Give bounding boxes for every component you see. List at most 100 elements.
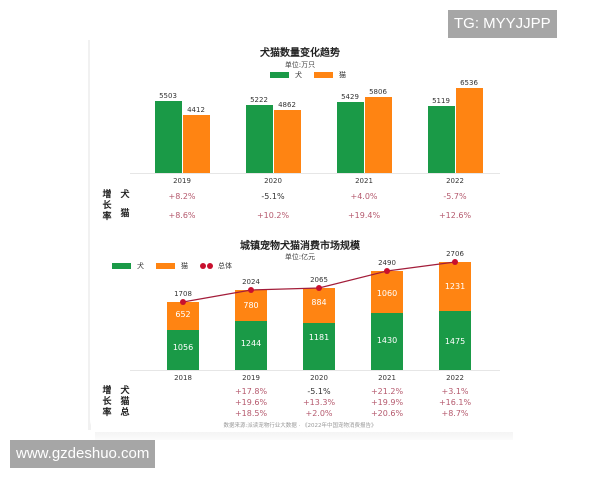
chart1-unit: 单位:万只 [284, 61, 316, 69]
value-total-2021: 2490 [378, 259, 396, 267]
growth-label-1: 增长率 [102, 190, 112, 222]
legend-cat-label: 猫 [339, 71, 346, 79]
page-gutter [88, 40, 91, 430]
row-labels-2: 犬猫总 [120, 386, 130, 418]
total-dot-icon [207, 263, 213, 269]
value-dog-2022: 5119 [432, 97, 450, 105]
value-cat-2019: 4412 [187, 106, 205, 114]
value-cat-2019: 780 [243, 301, 259, 310]
value-dog-2021: 5429 [341, 93, 359, 101]
legend-total: 总体 [200, 261, 232, 271]
value-total-2020: 2065 [310, 276, 328, 284]
value-total-2022: 2706 [446, 250, 464, 258]
year-2022: 2022 [446, 374, 464, 382]
watermark-bottom-left: www.gzdeshuo.com [10, 440, 156, 468]
chart1-x-axis [130, 173, 500, 174]
year-2019: 2019 [242, 374, 260, 382]
legend-total-label: 总体 [218, 262, 232, 270]
cat-growth-2019: +8.6% [168, 211, 196, 220]
bar-cat-2018 [167, 302, 199, 330]
value-dog-2020: 5222 [250, 96, 268, 104]
legend-cat: 猫 [156, 261, 188, 271]
value-dog-2019: 5503 [159, 92, 177, 100]
chart2-x-axis [130, 370, 500, 371]
row-label-dog: 犬 [120, 190, 130, 200]
value-cat-2020: 884 [311, 298, 327, 307]
legend-dog: 犬 [270, 70, 302, 80]
bar-cat-2019 [235, 290, 267, 321]
value-cat-2022: 6536 [460, 79, 478, 87]
legend-dog: 犬 [112, 261, 144, 271]
legend-cat-label: 猫 [181, 262, 188, 270]
legend-cat: 猫 [314, 70, 346, 80]
value-dog-2019: 1244 [240, 339, 262, 348]
value-cat-2021: 5806 [369, 88, 387, 96]
chart1-legend: 犬 猫 [270, 70, 358, 80]
bar-cat-2022 [439, 262, 471, 311]
year-2022: 2022 [446, 177, 464, 185]
year-2021: 2021 [378, 374, 396, 382]
dog-swatch-icon [112, 263, 131, 269]
dog-growth-2020: -5.1% [307, 387, 331, 396]
cat-growth-2021: +19.4% [347, 211, 381, 220]
bar-dog-2020 [246, 105, 273, 173]
value-cat-2022: 1231 [444, 282, 466, 291]
chart2-legend: 犬 猫 总体 [112, 261, 244, 271]
cat-growth-2022: +16.1% [438, 398, 472, 407]
bar-dog-2019 [235, 321, 267, 370]
dog-growth-2021: +4.0% [350, 192, 378, 201]
total-growth-2020: +2.0% [305, 409, 333, 418]
card-shadow [95, 432, 513, 440]
cat-swatch-icon [156, 263, 175, 269]
cat-growth-2020: +13.3% [302, 398, 336, 407]
bar-dog-2020 [303, 323, 335, 370]
cat-swatch-icon [314, 72, 333, 78]
bar-cat-2021 [371, 271, 403, 313]
year-2020: 2020 [264, 177, 282, 185]
bar-dog-2021 [337, 102, 364, 173]
cat-growth-2019: +19.6% [234, 398, 268, 407]
bar-cat-2021 [365, 97, 392, 173]
dog-growth-2019: +17.8% [234, 387, 268, 396]
row-label-cat: 猫 [120, 209, 130, 219]
total-growth-2019: +18.5% [234, 409, 268, 418]
bar-cat-2022 [456, 88, 483, 173]
bar-dog-2018 [167, 330, 199, 370]
value-cat-2021: 1060 [376, 289, 398, 298]
bar-cat-2020 [303, 288, 335, 323]
bar-dog-2022 [428, 106, 455, 173]
data-source: 数据来源:派读宠物行业大数据 · 《2022年中国宠物消费报告》 [223, 423, 377, 429]
watermark-top-right: TG: MYYJJPP [448, 10, 557, 38]
value-dog-2018: 1056 [172, 343, 194, 352]
value-cat-2020: 4862 [278, 101, 296, 109]
total-growth-2022: +8.7% [441, 409, 469, 418]
value-dog-2022: 1475 [444, 337, 466, 346]
legend-dog-label: 犬 [137, 262, 144, 270]
value-cat-2018: 652 [175, 310, 191, 319]
value-dog-2020: 1181 [308, 333, 330, 342]
total-dot-icon [200, 263, 206, 269]
bar-cat-2020 [274, 110, 301, 173]
cat-growth-2021: +19.9% [370, 398, 404, 407]
bar-dog-2022 [439, 311, 471, 370]
bar-dog-2021 [371, 313, 403, 370]
dog-growth-2019: +8.2% [168, 192, 196, 201]
year-2019: 2019 [173, 177, 191, 185]
value-total-2018: 1708 [174, 290, 192, 298]
chart2-title: 城镇宠物犬猫消费市场规模 [240, 241, 360, 252]
legend-dog-label: 犬 [295, 71, 302, 79]
infographic-card: 犬猫数量变化趋势 单位:万只 犬 猫 5503 4412 2019 5222 4… [90, 40, 510, 432]
dog-growth-2020: -5.1% [261, 192, 285, 201]
chart1-title: 犬猫数量变化趋势 [260, 48, 340, 59]
year-2021: 2021 [355, 177, 373, 185]
value-total-2019: 2024 [242, 278, 260, 286]
year-2020: 2020 [310, 374, 328, 382]
cat-growth-2022: +12.6% [438, 211, 472, 220]
total-growth-2021: +20.6% [370, 409, 404, 418]
dog-growth-2021: +21.2% [370, 387, 404, 396]
value-dog-2021: 1430 [376, 336, 398, 345]
bar-dog-2019 [155, 101, 182, 173]
cat-growth-2020: +10.2% [256, 211, 290, 220]
bar-cat-2019 [183, 115, 210, 173]
chart2-unit: 单位:亿元 [284, 253, 316, 261]
